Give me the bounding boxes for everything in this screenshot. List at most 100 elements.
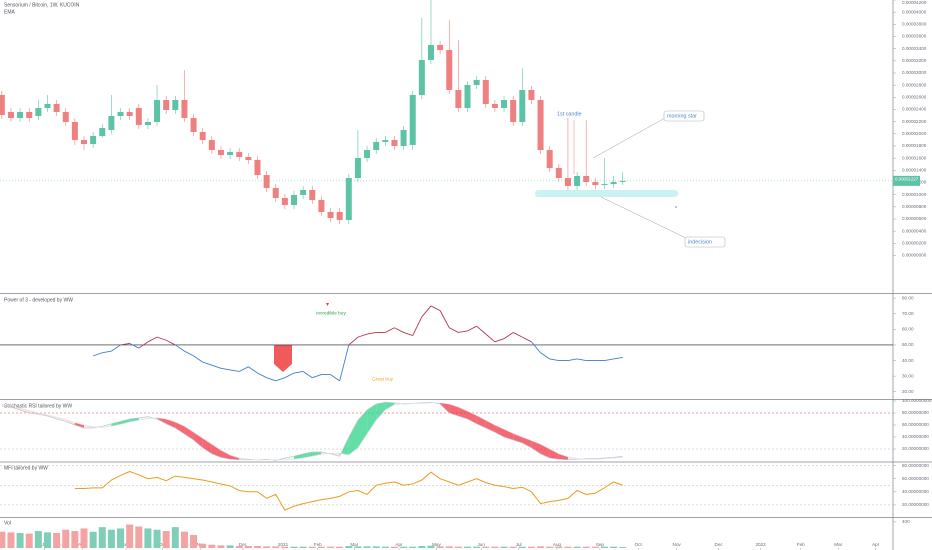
- volume-bar: [418, 546, 426, 548]
- candle-body: [336, 212, 343, 220]
- candle-body: [427, 44, 434, 60]
- candle-body: [7, 111, 14, 119]
- volume-bar: [53, 533, 61, 548]
- volume-bar: [491, 546, 499, 548]
- y-tick-label: 80.00000000: [902, 463, 929, 468]
- volume-bar: [610, 546, 618, 548]
- candle-body: [318, 200, 325, 213]
- stoch-fill: [348, 420, 358, 455]
- candle-body: [272, 187, 279, 199]
- volume-bar: [16, 533, 24, 548]
- volume-bar: [591, 546, 599, 548]
- indicator-segment: [257, 372, 267, 379]
- volume-bar: [199, 544, 207, 548]
- last-price-label: 0.00001227: [895, 177, 919, 182]
- volume-bar: [71, 531, 79, 548]
- y-tick-label: 20.00: [902, 389, 914, 394]
- stoch-fill: [367, 404, 377, 434]
- volume-bar: [107, 529, 115, 548]
- stoch-fill: [558, 453, 568, 460]
- candle-body: [601, 184, 608, 185]
- volume-bar: [34, 531, 42, 548]
- indicator-segment: [522, 336, 532, 343]
- indicator-segment: [147, 336, 158, 343]
- indicator-segment: [613, 356, 623, 360]
- y-tick-label: 0.00002400: [902, 107, 927, 112]
- x-tick-label: Oct: [635, 542, 643, 547]
- x-tick-label: Jul: [516, 542, 522, 547]
- candle-body: [81, 139, 88, 144]
- candle-body: [309, 189, 316, 201]
- volume-bar: [500, 546, 508, 548]
- volume-bar: [235, 546, 243, 548]
- candle-body: [144, 121, 151, 126]
- candle-body: [491, 103, 498, 108]
- volume-bar: [226, 545, 234, 548]
- indicator-segment: [485, 333, 496, 343]
- indicator-segment: [275, 377, 286, 382]
- candle-body: [263, 175, 270, 188]
- candle-body: [71, 121, 78, 140]
- volume-bar: [208, 544, 216, 548]
- annotation-box: [663, 110, 705, 122]
- indicator-segment: [430, 305, 441, 312]
- candle-body: [364, 150, 371, 158]
- y-tick-label: 60.00000000: [902, 476, 929, 481]
- indicator-segment: [239, 366, 249, 372]
- y-tick-label: 0.00003000: [902, 70, 927, 75]
- candle-body: [291, 194, 298, 206]
- candle-body: [455, 89, 462, 108]
- stoch-fill: [193, 432, 203, 448]
- y-tick-label: 0.00000600: [902, 216, 927, 221]
- volume-bar: [600, 546, 608, 548]
- y-tick-label: 0.00002000: [902, 131, 927, 136]
- stoch-fill: [20, 408, 30, 413]
- stoch-fill: [184, 426, 194, 440]
- indicator-segment: [394, 327, 404, 333]
- volume-bar: [126, 524, 134, 548]
- x-tick-label: Mar: [834, 542, 842, 547]
- volume-bar: [582, 546, 590, 548]
- volume-bar: [537, 546, 545, 548]
- volume-bar: [573, 546, 581, 548]
- candle-body: [464, 84, 471, 108]
- stoch-fill: [211, 444, 221, 458]
- x-tick-label: Jun: [477, 542, 485, 547]
- indicator-segment: [120, 342, 130, 346]
- indicator-segment: [576, 358, 587, 361]
- y-tick-label: 20.00000000: [902, 446, 929, 451]
- y-tick-label: 0.00003400: [902, 46, 927, 51]
- indicator-segment: [193, 355, 203, 363]
- candle-body: [345, 177, 352, 220]
- volume-bar: [144, 528, 152, 548]
- volume-bar: [89, 531, 97, 548]
- indicator-segment: [248, 366, 258, 374]
- volume-bar: [372, 546, 380, 548]
- y-tick-label: 0.00000400: [902, 228, 927, 233]
- y-tick-label: 40.00: [902, 358, 914, 363]
- volume-bar: [619, 547, 627, 548]
- volume-bar: [454, 546, 462, 548]
- candle-body: [90, 135, 97, 144]
- annotation: Incredible buy: [316, 310, 346, 316]
- stoch-fill: [458, 407, 468, 419]
- volume-bar: [25, 533, 33, 548]
- candle-body: [391, 139, 398, 146]
- volume-bar: [317, 546, 325, 548]
- candle-body: [245, 157, 252, 160]
- stoch-fill: [120, 419, 130, 425]
- indicator-segment: [540, 352, 550, 360]
- indicator-segment: [175, 344, 185, 352]
- stoch-fill: [494, 425, 505, 437]
- candle-body: [592, 182, 599, 185]
- volume-bar: [464, 546, 472, 548]
- candle-body: [17, 111, 24, 119]
- indicator-segment: [385, 327, 395, 333]
- stoch-fill: [56, 417, 66, 422]
- stoch-line: [1, 402, 623, 461]
- volume-bar: [336, 546, 344, 548]
- volume-bar: [308, 546, 316, 548]
- candle-body: [0, 94, 5, 115]
- volume-bar: [290, 546, 298, 548]
